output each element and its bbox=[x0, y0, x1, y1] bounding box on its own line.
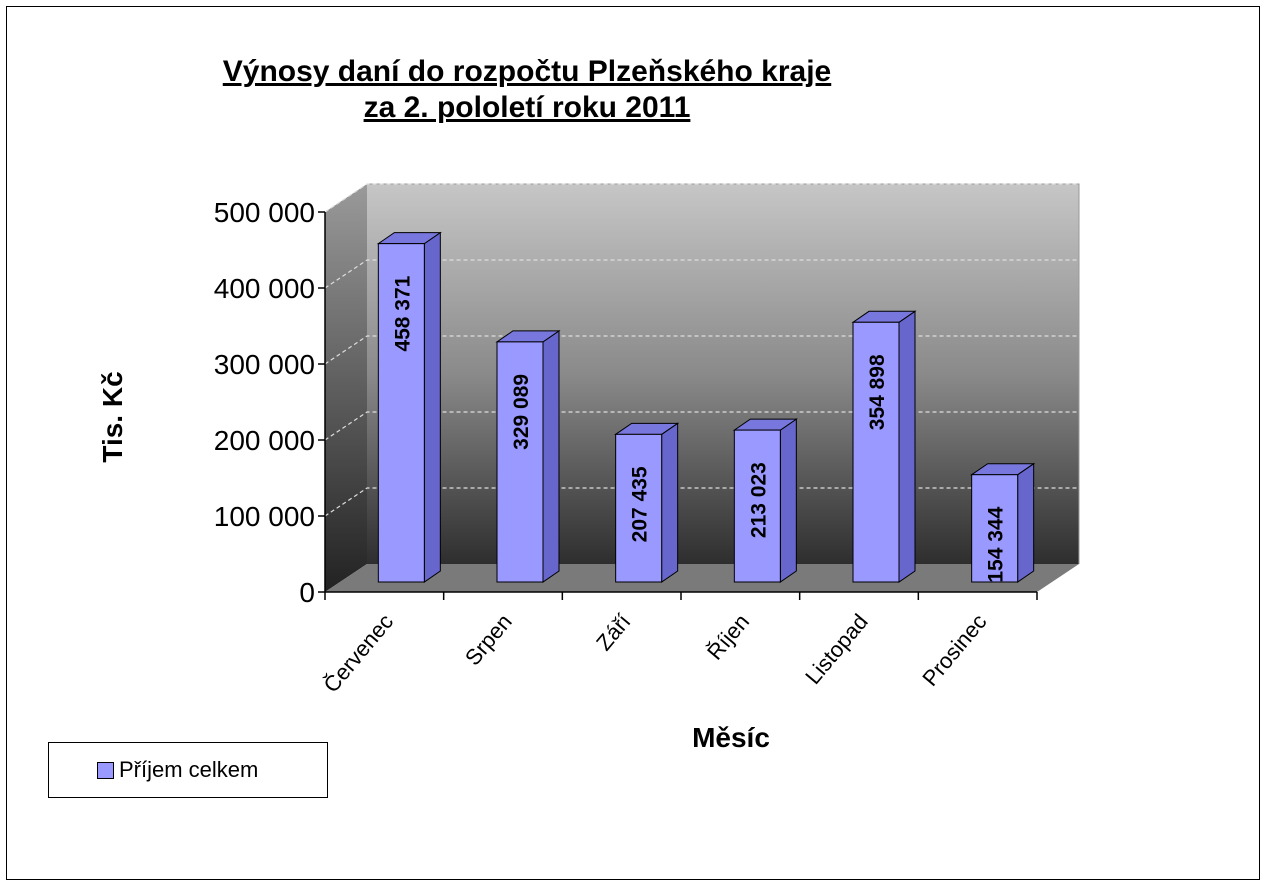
y-tick-label: 400 000 bbox=[214, 273, 315, 304]
side-wall bbox=[325, 184, 367, 592]
bar-side bbox=[661, 422, 679, 583]
legend: Příjem celkem bbox=[48, 742, 328, 798]
bar bbox=[377, 243, 425, 583]
bar-side bbox=[423, 231, 441, 583]
chart-title-line-1: Výnosy daní do rozpočtu Plzeňského kraje bbox=[222, 55, 832, 88]
y-axis-label: Tis. Kč bbox=[97, 371, 128, 462]
data-label: 207 435 bbox=[629, 466, 652, 542]
y-tick-labels: 0 100 000 200 000 300 000 400 000 500 000 bbox=[214, 197, 315, 608]
data-label: 354 898 bbox=[866, 354, 889, 430]
y-tick-label: 500 000 bbox=[214, 197, 315, 228]
bar bbox=[852, 321, 900, 583]
axes bbox=[318, 211, 1038, 600]
y-tick-label: 0 bbox=[299, 577, 315, 608]
x-tick-label: Září bbox=[591, 609, 635, 655]
grid-lines bbox=[324, 183, 1079, 517]
x-tick-label: Prosinec bbox=[917, 609, 991, 691]
back-wall bbox=[367, 184, 1079, 564]
data-label: 213 023 bbox=[747, 462, 770, 538]
legend-swatch bbox=[97, 761, 114, 779]
x-tick-labels: Červenec Srpen Září Říjen Listopad Prosinec bbox=[318, 609, 991, 697]
y-tick-label: 200 000 bbox=[214, 425, 315, 456]
grid-line bbox=[324, 487, 1079, 517]
bar-side bbox=[1017, 462, 1035, 583]
bar-side bbox=[898, 310, 916, 583]
bar-side bbox=[542, 329, 560, 583]
chart-title-line-2: za 2. pololetí roku 2011 bbox=[363, 91, 691, 124]
chart-frame: Výnosy daní do rozpočtu Plzeňského kraje… bbox=[6, 6, 1260, 880]
data-label: 458 371 bbox=[391, 275, 414, 351]
data-label: 154 344 bbox=[985, 506, 1008, 582]
x-axis-label: Měsíc bbox=[692, 722, 770, 753]
bar-side bbox=[779, 418, 797, 583]
bar bbox=[733, 429, 781, 583]
y-tick-label: 300 000 bbox=[214, 349, 315, 380]
grid-line bbox=[324, 183, 1079, 213]
chart-walls bbox=[325, 183, 1080, 592]
x-tick-label: Srpen bbox=[460, 609, 517, 670]
bar-chart: 0 100 000 200 000 300 000 400 000 500 000 Čer… bbox=[97, 183, 1080, 753]
x-tick-label: Červenec bbox=[318, 609, 398, 697]
grid-line bbox=[324, 259, 1079, 289]
bars bbox=[376, 231, 1036, 583]
grid-line bbox=[324, 335, 1079, 365]
legend-label: Příjem celkem bbox=[119, 757, 259, 782]
data-label: 329 089 bbox=[510, 374, 533, 450]
x-tick-label: Listopad bbox=[800, 609, 873, 689]
data-labels: 458 371 329 089 207 435 213 023 354 898 154 3… bbox=[391, 275, 1007, 582]
grid-line bbox=[324, 411, 1079, 441]
bar bbox=[615, 433, 663, 583]
x-tick-label: Říjen bbox=[702, 609, 754, 664]
bar bbox=[496, 341, 544, 583]
bar bbox=[971, 474, 1019, 583]
y-tick-label: 100 000 bbox=[214, 501, 315, 532]
